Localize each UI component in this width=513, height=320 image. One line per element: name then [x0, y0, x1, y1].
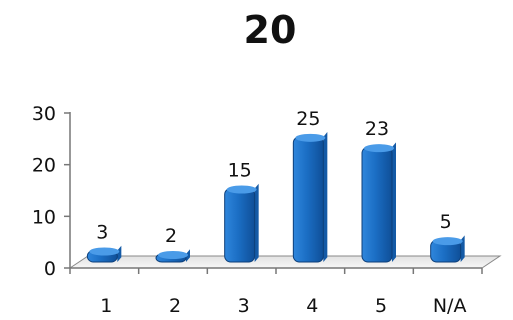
data-label: 25 — [296, 108, 320, 130]
bar-side-face — [323, 132, 328, 262]
y-tick-label: 0 — [44, 258, 56, 280]
bars — [86, 132, 465, 263]
y-tick-label: 30 — [32, 103, 56, 125]
x-tick-label: 2 — [169, 295, 181, 317]
bar-top-face — [364, 144, 394, 153]
data-label: 2 — [165, 225, 177, 247]
data-labels: 3 2 15 25 23 5 — [96, 108, 451, 247]
bar-side-face — [254, 183, 259, 262]
bar-top-face — [89, 247, 120, 256]
bar-1 — [86, 245, 122, 263]
bar-4 — [292, 132, 328, 263]
bar-top-face — [432, 237, 463, 246]
x-tick-label: 3 — [238, 295, 250, 317]
y-tick-label: 10 — [32, 206, 56, 228]
bar-5 — [361, 142, 396, 263]
bar-2 — [155, 249, 190, 263]
bar-front-face — [292, 136, 324, 263]
bar-3 — [224, 183, 259, 263]
x-tick-label: 4 — [306, 295, 318, 317]
bar-front-face — [224, 188, 256, 263]
bar-front-face — [361, 146, 393, 263]
x-axis-ticks: 1 2 3 4 5 N/A — [69, 268, 483, 317]
x-tick-label: 5 — [375, 295, 387, 317]
bar-side-face — [117, 245, 122, 262]
data-label: 23 — [365, 118, 389, 140]
bar-top-face — [295, 133, 326, 142]
bar-N/A — [430, 235, 465, 263]
data-label: 3 — [96, 222, 108, 244]
bar-side-face — [186, 249, 190, 262]
data-label: 5 — [440, 211, 452, 233]
chart-title: 20 — [243, 8, 297, 52]
y-axis-ticks: 0 10 20 30 — [32, 103, 70, 280]
y-tick-label: 20 — [32, 155, 56, 177]
bar-side-face — [392, 142, 396, 262]
bar-top-face — [226, 185, 257, 194]
bar-top-face — [158, 251, 188, 259]
data-label: 15 — [228, 160, 252, 182]
x-tick-label: 1 — [100, 295, 112, 317]
x-tick-label: N/A — [433, 295, 467, 317]
